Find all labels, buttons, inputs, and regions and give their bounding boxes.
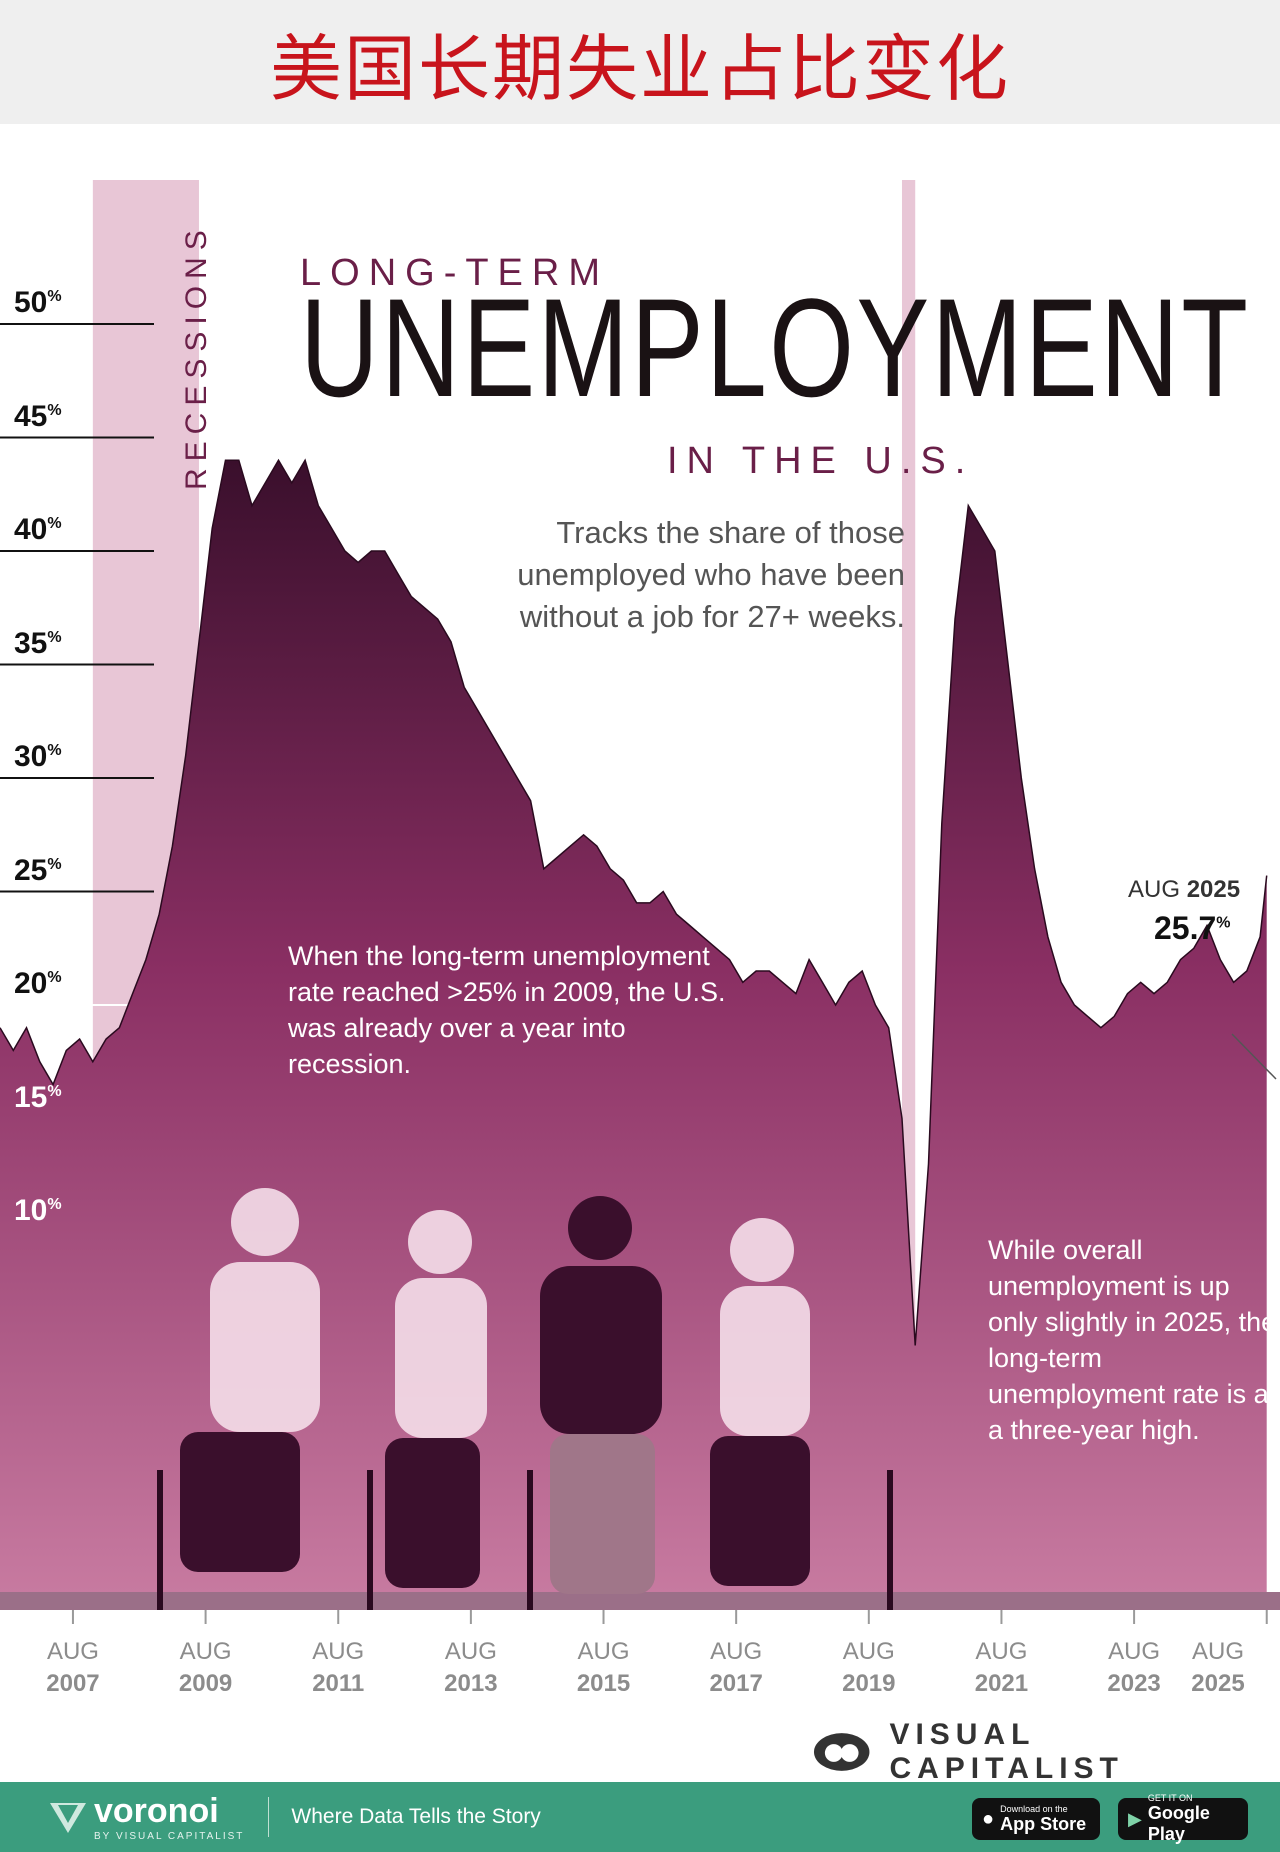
person-2-head: [408, 1210, 472, 1274]
person-2-body: [395, 1278, 487, 1438]
person-4-body: [720, 1286, 810, 1436]
voronoi-logo-icon: [50, 1803, 86, 1833]
person-3-head: [568, 1196, 632, 1260]
x-tick-label-2007: AUG 2007: [46, 1638, 100, 1697]
headline-title: UNEMPLOYMENT: [300, 269, 1251, 426]
long-term-unemployment-line: [0, 458, 1268, 1346]
subline-title: IN THE U.S.: [667, 440, 975, 482]
latest-value-percent: %: [1216, 914, 1231, 932]
y-tick-label-40: 40%: [14, 513, 62, 546]
y-tick-label-20: 20%: [14, 967, 62, 1000]
x-tick-marks: [71, 1610, 1268, 1624]
google-play-text: GET IT ON Google Play: [1148, 1793, 1238, 1845]
x-tick-label-2015: AUG 2015: [576, 1638, 631, 1697]
x-tick-label-2013: AUG 2013: [444, 1638, 498, 1697]
y-tick-label-45: 45%: [14, 399, 62, 433]
visual-capitalist-logo-icon: [813, 1733, 870, 1771]
brand-row: VISUAL CAPITALIST: [812, 1718, 1280, 1786]
app-store-big: App Store: [1000, 1813, 1087, 1834]
y-tick-label-50: 50%: [14, 286, 62, 319]
dek-text: Tracks the share of those unemployed who…: [517, 515, 905, 634]
y-tick-label-25: 25%: [14, 853, 62, 887]
x-tick-label-2025: AUG 2025: [1191, 1638, 1245, 1697]
seated-people-illustration: [157, 1188, 893, 1610]
latest-pointer: [1231, 1033, 1277, 1080]
voronoi-wordmark: voronoi: [94, 1792, 219, 1830]
person-1-head: [231, 1188, 299, 1256]
google-play-small: GET IT ON: [1147, 1793, 1193, 1803]
app-store-small: Download on the: [1000, 1803, 1068, 1814]
app-store-text: Download on the App Store: [1000, 1804, 1086, 1835]
floor-strip: [0, 1592, 1280, 1610]
recessions-label: RECESSIONS: [180, 223, 213, 490]
footer-divider: [268, 1797, 270, 1837]
voronoi-subtitle: BY VISUAL CAPITALIST: [94, 1831, 245, 1842]
annotation-2025: While overall unemployment is up only sl…: [988, 1235, 1277, 1445]
person-3-body: [540, 1266, 662, 1434]
x-tick-label-2011: AUG 2011: [312, 1638, 365, 1697]
x-tick-label-2021: AUG 2021: [974, 1638, 1029, 1697]
person-1-legs: [180, 1432, 300, 1572]
person-4-head: [730, 1218, 794, 1282]
latest-date-label: AUG 2025: [1128, 876, 1240, 904]
person-3-legs: [550, 1434, 655, 1594]
x-tick-label-2017: AUG 2017: [709, 1638, 763, 1697]
annotation-2009: When the long-term unemployment rate rea…: [288, 941, 726, 1079]
y-tick-label-30: 30%: [14, 740, 62, 773]
latest-date-year: 2025: [1186, 876, 1241, 903]
brand-name: VISUAL CAPITALIST: [889, 1718, 1124, 1785]
person-4-legs: [710, 1436, 810, 1586]
play-icon: ▶: [1128, 1808, 1142, 1829]
y-tick-label-15: 15%: [14, 1080, 62, 1114]
x-tick-label-2019: AUG 2019: [842, 1638, 896, 1697]
google-play-button[interactable]: ▶ GET IT ON Google Play: [1118, 1793, 1248, 1844]
footer-tagline: Where Data Tells the Story: [291, 1805, 541, 1828]
x-tick-label-2023: AUG 2023: [1107, 1638, 1161, 1697]
y-tick-label-10: 10%: [14, 1194, 62, 1227]
person-1-body: [210, 1262, 320, 1432]
voronoi-logo[interactable]: voronoi BY VISUAL CAPITALIST: [94, 1792, 244, 1842]
google-play-big: Google Play: [1147, 1803, 1210, 1844]
latest-value-label: 25.7%: [1154, 910, 1231, 947]
y-tick-label-35: 35%: [14, 626, 62, 660]
banner-title: 美国长期失业占比变化: [269, 26, 1010, 111]
x-tick-label-2009: AUG 2009: [178, 1638, 233, 1697]
app-store-button[interactable]: ● Download on the App Store: [972, 1798, 1100, 1840]
top-banner: 美国长期失业占比变化: [0, 0, 1280, 124]
apple-icon: ●: [982, 1807, 995, 1830]
person-2-legs: [385, 1438, 480, 1588]
overline-title: LONG-TERM: [300, 252, 609, 294]
latest-value-number: 25.7: [1154, 910, 1217, 946]
latest-date-month: AUG: [1128, 876, 1181, 903]
